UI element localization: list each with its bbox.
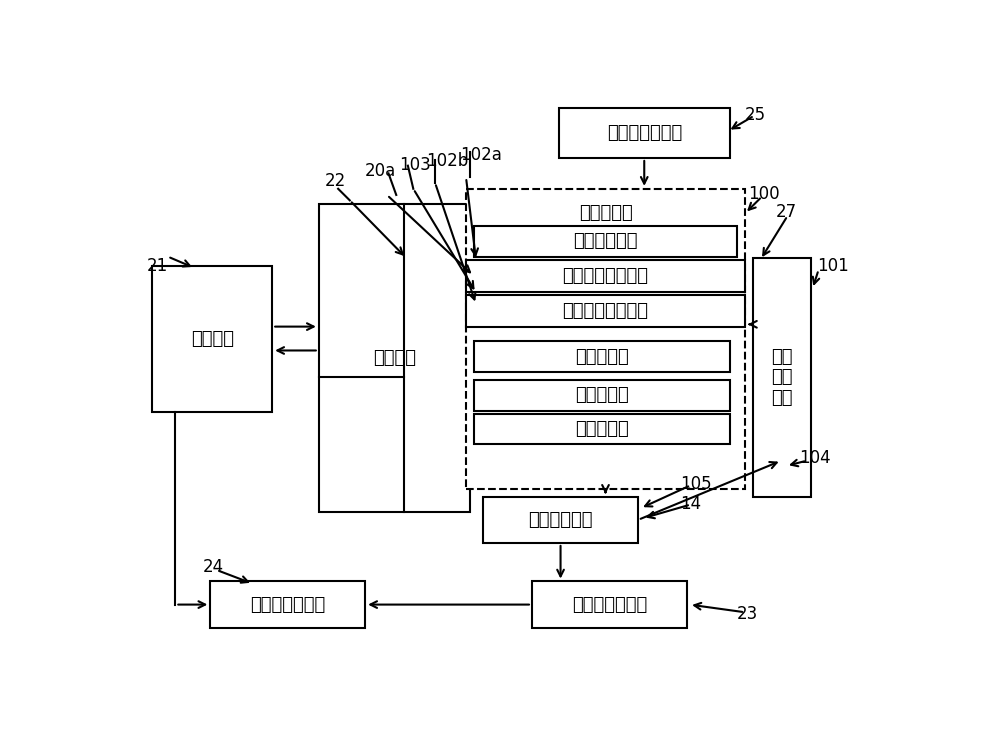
- Text: 22: 22: [325, 172, 346, 190]
- Bar: [753, 258, 811, 497]
- Text: 直驱电磁阀: 直驱电磁阀: [575, 420, 629, 438]
- Bar: [466, 259, 745, 292]
- Bar: [210, 582, 365, 627]
- Text: 输入转速测量单元: 输入转速测量单元: [562, 267, 648, 285]
- Text: 模拟量采集模块: 模拟量采集模块: [572, 596, 647, 613]
- Text: 模拟量反馈装置: 模拟量反馈装置: [250, 596, 325, 613]
- Text: 信号调理模块: 信号调理模块: [528, 511, 593, 529]
- Bar: [474, 225, 737, 256]
- Text: 102b: 102b: [426, 151, 468, 170]
- Bar: [466, 295, 745, 327]
- Text: 换挡电磁阀: 换挡电磁阀: [575, 386, 629, 404]
- Bar: [483, 497, 638, 543]
- Bar: [474, 380, 730, 411]
- Text: 油温
调节
模块: 油温 调节 模块: [771, 347, 793, 407]
- Text: 103: 103: [399, 157, 431, 174]
- Bar: [466, 188, 745, 489]
- Text: 21: 21: [147, 256, 168, 275]
- Bar: [474, 341, 730, 372]
- Bar: [559, 108, 730, 158]
- Bar: [532, 582, 687, 627]
- Text: 24: 24: [202, 559, 224, 576]
- Text: 25: 25: [745, 106, 766, 123]
- Text: 101: 101: [817, 256, 849, 275]
- Text: 20a: 20a: [365, 162, 396, 180]
- Text: 电磁阀控制模块: 电磁阀控制模块: [607, 124, 682, 142]
- Bar: [319, 204, 470, 512]
- Text: 开关电磁阀: 开关电磁阀: [575, 347, 629, 366]
- Text: 23: 23: [737, 605, 759, 622]
- Text: 14: 14: [680, 495, 701, 514]
- Text: 控制装置: 控制装置: [191, 330, 234, 348]
- Text: 测试台架: 测试台架: [373, 350, 416, 367]
- Text: 105: 105: [680, 475, 712, 493]
- Text: 102a: 102a: [460, 146, 502, 165]
- Text: 对标变速器: 对标变速器: [579, 205, 632, 222]
- Text: 输出转速测量单元: 输出转速测量单元: [562, 302, 648, 320]
- Text: 104: 104: [799, 449, 831, 467]
- Bar: [474, 414, 730, 444]
- Text: 100: 100: [748, 185, 780, 203]
- Bar: [152, 266, 272, 412]
- Text: 27: 27: [776, 202, 797, 221]
- Text: 油温测量单元: 油温测量单元: [573, 232, 638, 250]
